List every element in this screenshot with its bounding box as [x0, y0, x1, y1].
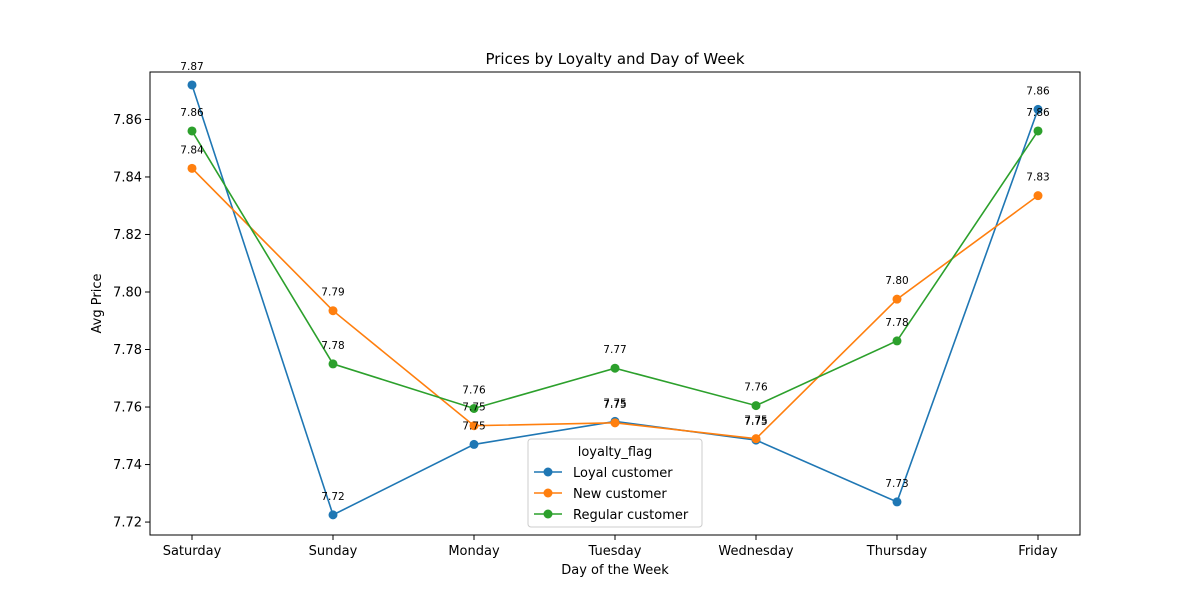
x-tick-label: Thursday [866, 544, 928, 559]
x-tick-label: Sunday [309, 544, 358, 559]
data-label-regular-customer: 7.76 [744, 382, 768, 394]
x-tick-label: Friday [1018, 544, 1058, 559]
data-point-new-customer [1033, 191, 1043, 201]
data-label-loyal-customer: 7.73 [885, 478, 908, 490]
data-label-new-customer: 7.75 [603, 399, 626, 411]
x-tick-label: Tuesday [588, 544, 642, 559]
data-label-new-customer: 7.75 [744, 415, 767, 427]
data-point-regular-customer [751, 401, 761, 411]
legend-marker-regular-customer [543, 509, 553, 519]
data-point-new-customer [187, 163, 197, 173]
data-label-regular-customer: 7.86 [1026, 107, 1050, 119]
data-label-loyal-customer: 7.86 [1026, 85, 1050, 97]
y-tick-label: 7.80 [113, 285, 142, 300]
data-point-loyal-customer [892, 497, 902, 507]
data-label-new-customer: 7.84 [180, 144, 204, 156]
y-tick-label: 7.82 [113, 228, 142, 243]
data-point-new-customer [610, 418, 620, 428]
x-tick-label: Saturday [163, 544, 222, 559]
y-tick-label: 7.84 [113, 170, 142, 185]
data-point-loyal-customer [328, 510, 338, 520]
data-point-new-customer [469, 421, 479, 431]
data-point-loyal-customer [1033, 104, 1043, 114]
data-point-regular-customer [187, 126, 197, 136]
data-point-regular-customer [469, 403, 479, 413]
data-point-regular-customer [1033, 126, 1043, 136]
data-point-new-customer [328, 306, 338, 316]
x-tick-label: Monday [448, 544, 500, 559]
series-layer [187, 80, 1043, 520]
y-axis: 7.72 7.74 7.76 7.78 7.80 7.82 7.84 7.86 [113, 113, 150, 531]
legend-items: Loyal customer New customer Regular custom… [534, 466, 689, 523]
legend-label-new-customer: New customer [573, 487, 667, 502]
data-label-loyal-customer: 7.87 [180, 61, 203, 73]
legend-title: loyalty_flag [578, 445, 653, 460]
x-axis-title: Day of the Week [561, 563, 669, 578]
data-point-loyal-customer [469, 439, 479, 449]
legend-label-regular-customer: Regular customer [573, 508, 689, 523]
y-tick-label: 7.78 [113, 343, 142, 358]
data-label-regular-customer: 7.78 [885, 317, 908, 329]
legend-label-loyal-customer: Loyal customer [573, 466, 673, 481]
data-label-regular-customer: 7.76 [462, 384, 486, 396]
data-point-regular-customer [610, 363, 620, 373]
data-label-loyal-customer: 7.75 [462, 420, 485, 432]
data-label-regular-customer: 7.86 [180, 107, 204, 119]
data-label-regular-customer: 7.77 [603, 344, 626, 356]
data-label-new-customer: 7.79 [321, 287, 344, 299]
data-label-new-customer: 7.75 [462, 402, 485, 414]
data-label-new-customer: 7.83 [1026, 172, 1049, 184]
data-point-regular-customer [892, 336, 902, 346]
data-label-regular-customer: 7.78 [321, 340, 344, 352]
data-point-new-customer [892, 294, 902, 304]
legend-marker-new-customer [543, 488, 553, 498]
data-labels: 7.87 7.72 7.75 7.75 7.75 7.73 7.86 7.84 7.79 7.75… [180, 61, 1050, 503]
data-label-loyal-customer: 7.72 [321, 491, 344, 503]
legend-marker-loyal-customer [543, 467, 553, 477]
y-tick-label: 7.86 [113, 113, 142, 128]
data-label-new-customer: 7.80 [885, 275, 908, 287]
data-label-loyal-customer: 7.75 [744, 416, 767, 428]
y-tick-label: 7.74 [113, 458, 142, 473]
data-label-loyal-customer: 7.75 [603, 397, 626, 409]
data-point-regular-customer [328, 359, 338, 369]
data-point-new-customer [751, 434, 761, 444]
y-tick-label: 7.76 [113, 401, 142, 416]
x-axis: Saturday Sunday Monday Tuesday Wednesday Thur… [163, 535, 1058, 559]
data-point-loyal-customer [187, 80, 197, 90]
legend: loyalty_flag Loyal customer New customer R… [527, 438, 703, 528]
y-tick-label: 7.72 [113, 516, 142, 531]
chart-title: Prices by Loyalty and Day of Week [485, 50, 744, 68]
legend-box [527, 438, 703, 528]
x-tick-label: Wednesday [718, 544, 794, 559]
y-axis-title: Avg Price [90, 274, 105, 334]
